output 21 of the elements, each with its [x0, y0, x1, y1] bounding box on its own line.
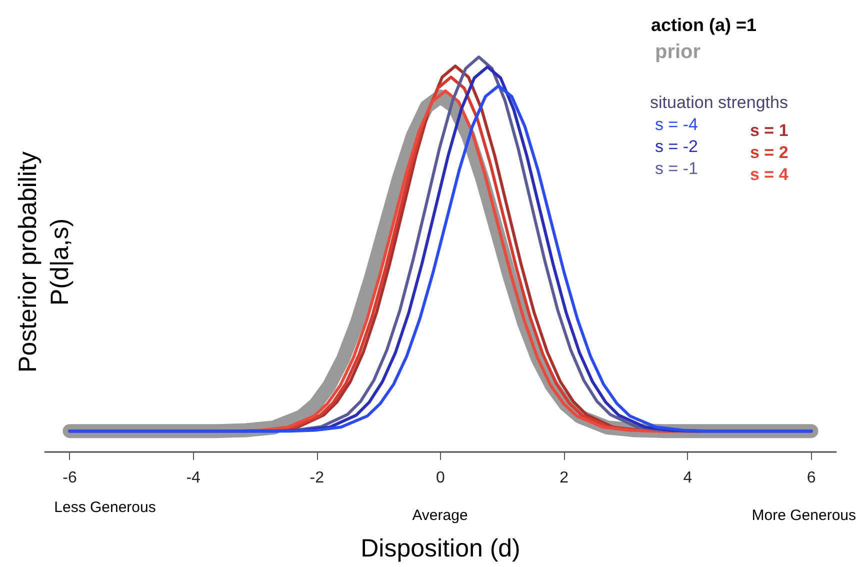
x-tick-label: 6 — [806, 470, 816, 486]
x-tick-label: 2 — [560, 470, 569, 486]
x-tick-label: -4 — [186, 470, 201, 486]
x-tick-label: -6 — [62, 470, 77, 486]
legend-title: situation strengths — [650, 93, 788, 112]
x-tick-label: -2 — [310, 470, 324, 486]
x-tick-label: 0 — [436, 470, 446, 486]
x-axis-title: Disposition (d) — [360, 534, 520, 562]
text: Less Generous — [54, 499, 156, 516]
text: s = -4 — [655, 115, 698, 134]
text: s = 4 — [750, 165, 789, 184]
text: More Generous — [752, 507, 856, 524]
text: s = -2 — [655, 137, 698, 156]
text: Average — [412, 507, 468, 524]
y-axis-title: Posterior probability P(d|a,s) — [14, 151, 74, 372]
text: prior — [655, 41, 701, 63]
x-tick-label: 4 — [683, 470, 692, 486]
text: s = 2 — [750, 143, 788, 162]
text: s = 1 — [750, 121, 788, 140]
text: s = -1 — [655, 159, 698, 178]
text: action (a) =1 — [651, 15, 757, 35]
